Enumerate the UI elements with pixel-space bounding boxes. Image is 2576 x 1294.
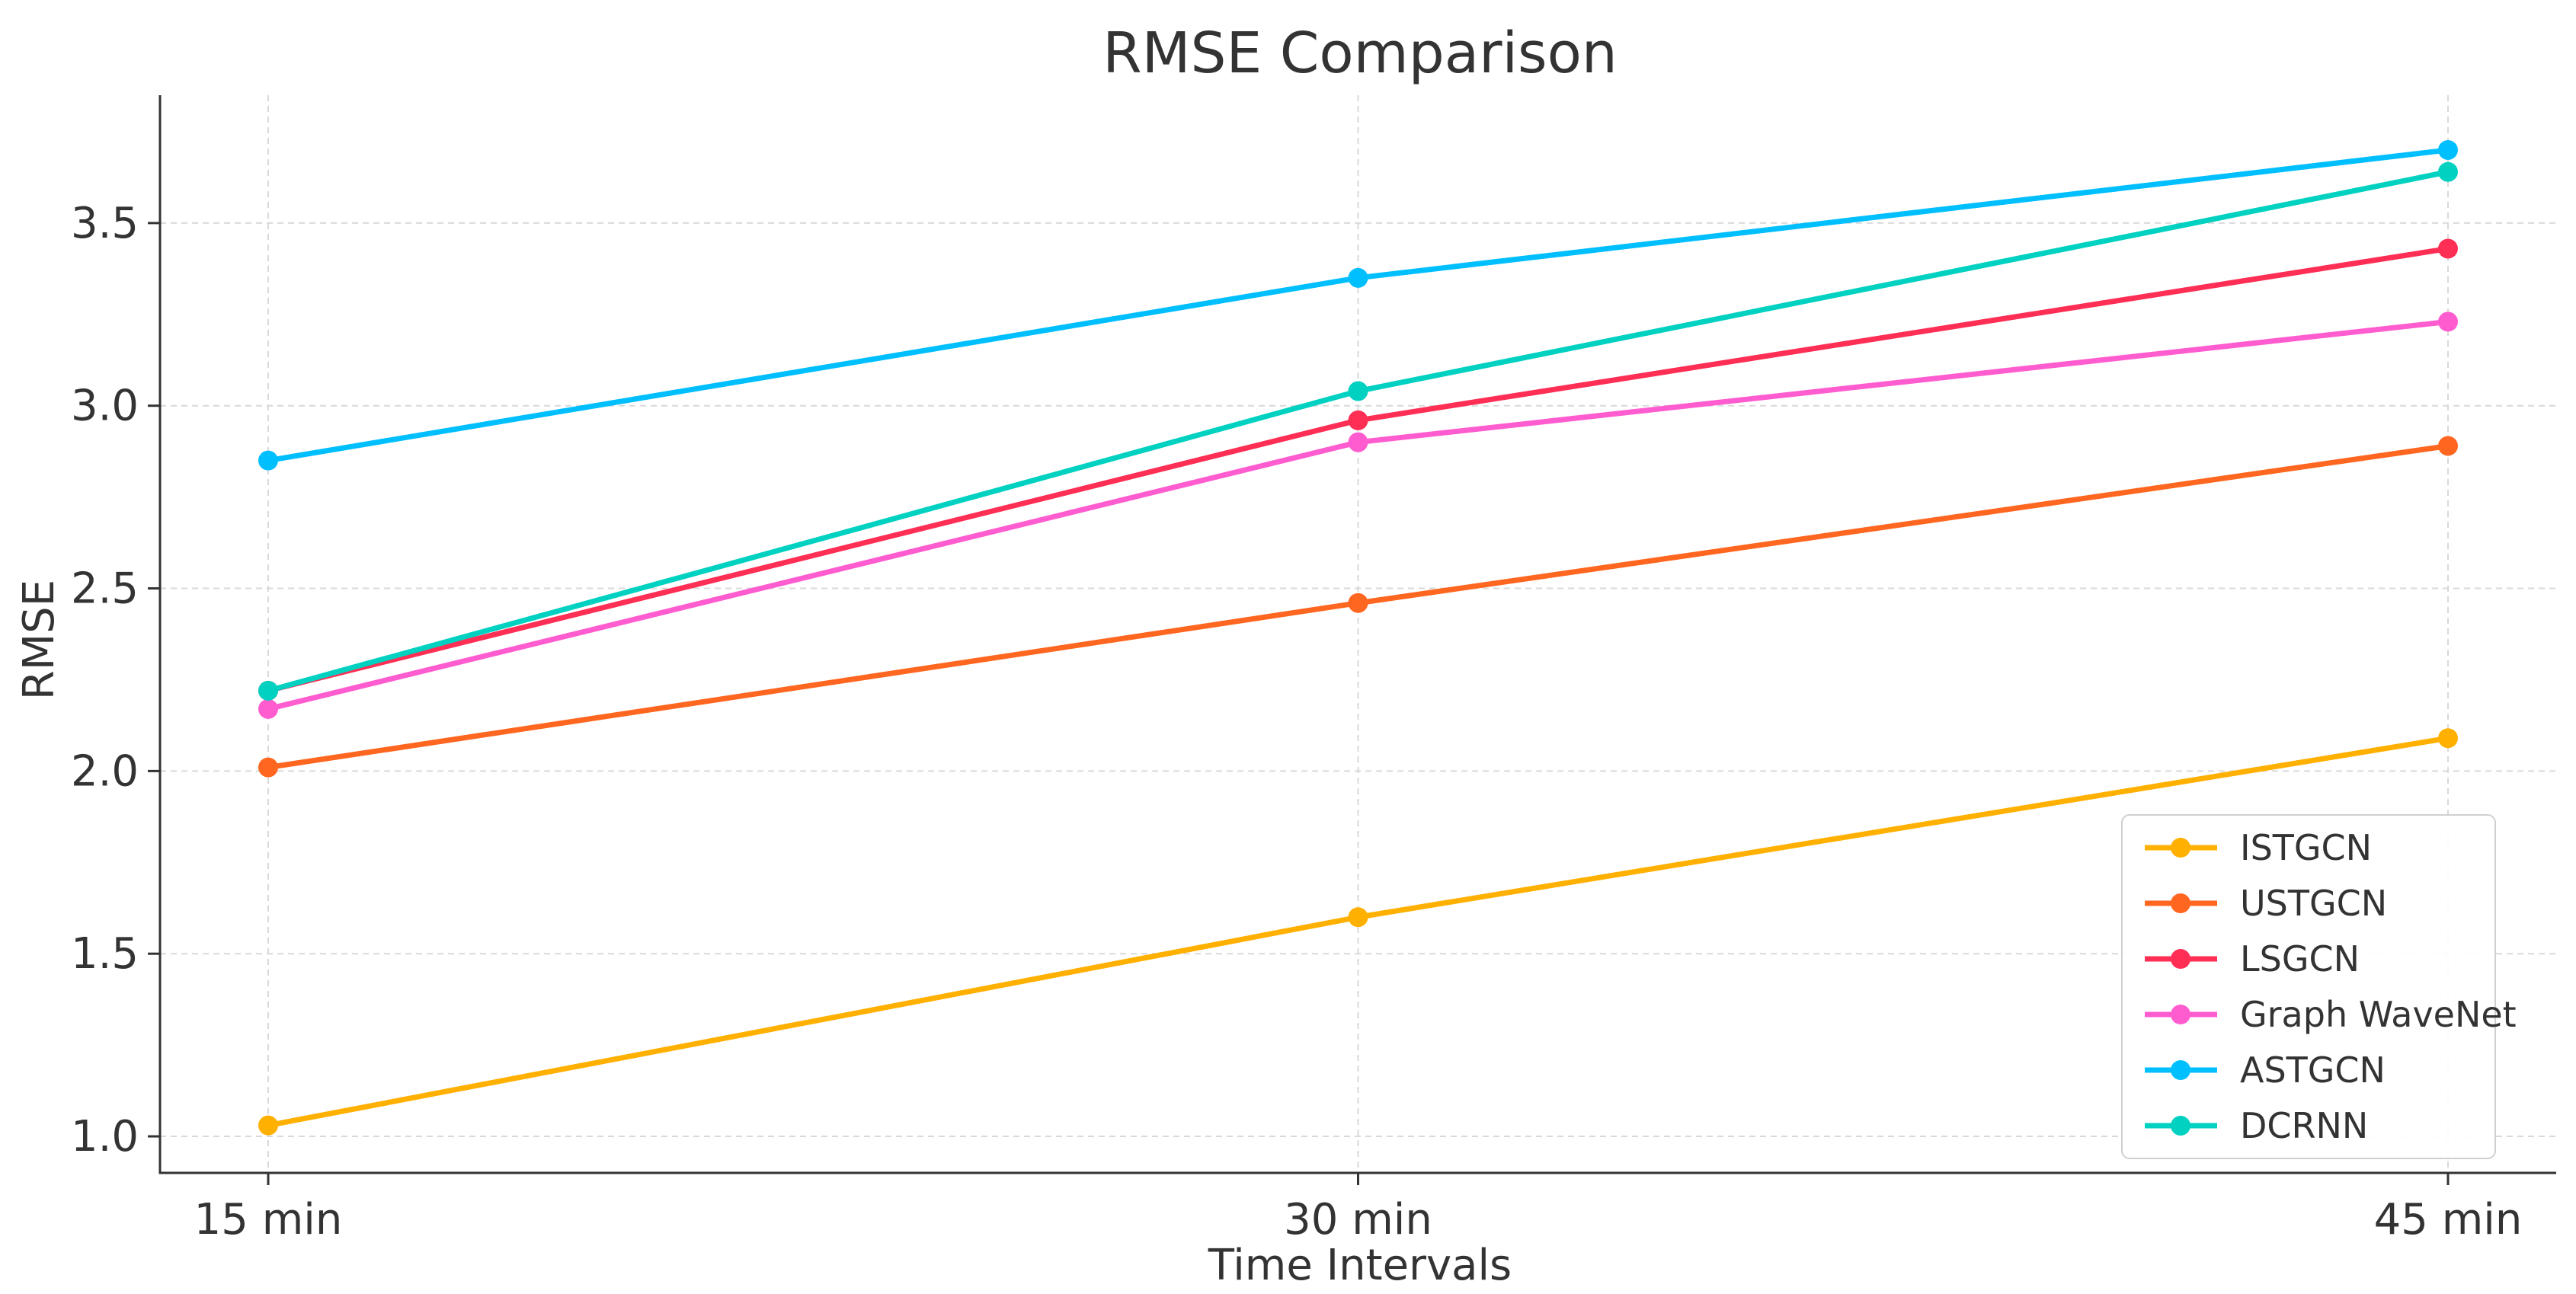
data-point: [258, 450, 278, 471]
data-point: [2438, 312, 2458, 332]
legend-label: ISTGCN: [2240, 827, 2372, 868]
series-astgcn: [258, 139, 2458, 471]
legend-label: DCRNN: [2240, 1105, 2368, 1146]
legend-swatch-marker: [2171, 893, 2190, 913]
legend-item: USTGCN: [2145, 883, 2387, 924]
legend-swatch-marker: [2171, 1060, 2190, 1080]
data-point: [2438, 728, 2458, 749]
legend: ISTGCN USTGCN LSGCN Graph WaveNet ASTGCN DCRN…: [2121, 814, 2517, 1159]
legend-swatch-marker: [2171, 1005, 2190, 1024]
chart-title: RMSE Comparison: [1102, 21, 1618, 86]
y-tick-label: 1.0: [71, 1112, 139, 1161]
legend-item: LSGCN: [2145, 938, 2360, 979]
data-point: [1348, 432, 1368, 452]
y-tick-label: 2.5: [71, 564, 139, 614]
series-istgcn: [258, 728, 2458, 1136]
legend-label: ASTGCN: [2240, 1050, 2386, 1091]
data-point: [2438, 139, 2458, 160]
grid-layer: [160, 95, 2556, 1173]
axes-layer: RMSE Comparison Time Intervals RMSE 15 m…: [14, 21, 2556, 1290]
y-tick-label: 2.0: [71, 746, 139, 796]
legend-item: ASTGCN: [2145, 1050, 2386, 1091]
data-point: [1348, 410, 1368, 430]
data-point: [258, 757, 278, 778]
axis-spines: [158, 95, 2556, 1174]
data-point: [1348, 381, 1368, 401]
series-dcrnn: [258, 161, 2458, 701]
y-tick-label: 3.5: [71, 199, 139, 248]
x-tick-label: 15 min: [194, 1195, 343, 1244]
series-graph-wavenet: [258, 312, 2458, 719]
legend-label: LSGCN: [2240, 938, 2360, 979]
y-tick-label: 3.0: [71, 382, 139, 431]
legend-label: Graph WaveNet: [2240, 994, 2517, 1035]
data-point: [2438, 161, 2458, 182]
legend-swatch-marker: [2171, 949, 2190, 969]
x-axis-label: Time Intervals: [1208, 1241, 1512, 1290]
y-axis-label: RMSE: [14, 580, 64, 700]
legend-swatch-marker: [2171, 838, 2190, 858]
data-point: [1348, 907, 1368, 928]
legend-swatch-marker: [2171, 1116, 2190, 1136]
legend-item: Graph WaveNet: [2145, 994, 2517, 1035]
data-point: [258, 680, 278, 701]
legend-item: ISTGCN: [2145, 827, 2372, 868]
legend-label: USTGCN: [2240, 883, 2387, 924]
data-point: [1348, 267, 1368, 288]
data-point: [258, 698, 278, 719]
data-point: [258, 1115, 278, 1136]
data-point: [2438, 238, 2458, 259]
series-layer: [258, 139, 2458, 1136]
data-point: [2438, 436, 2458, 456]
legend-item: DCRNN: [2145, 1105, 2368, 1146]
x-tick-label: 45 min: [2374, 1195, 2523, 1244]
y-tick-label: 1.5: [71, 929, 139, 979]
series-ustgcn: [258, 436, 2458, 778]
data-point: [1348, 593, 1368, 613]
x-tick-label: 30 min: [1284, 1195, 1432, 1244]
